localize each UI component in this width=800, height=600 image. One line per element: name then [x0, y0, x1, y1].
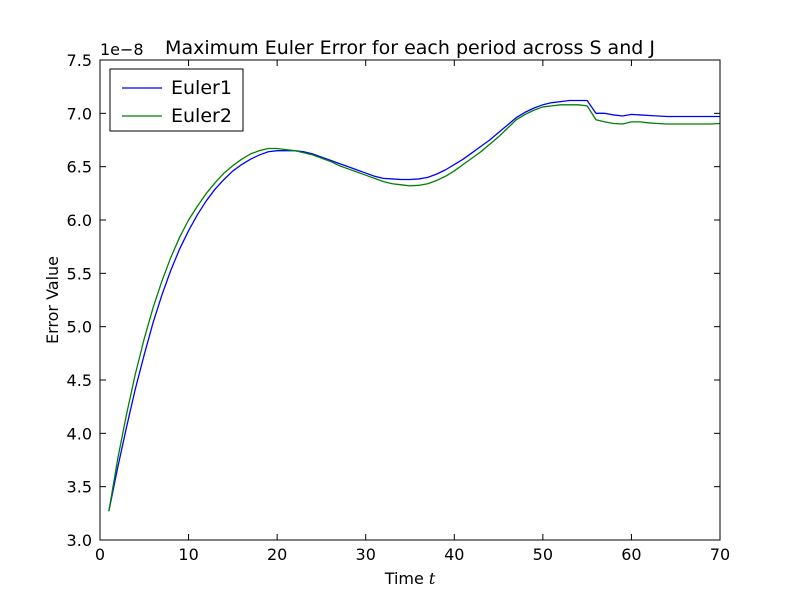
axes-frame [99, 59, 721, 541]
plot-area [108, 99, 721, 512]
legend-label-euler1: Euler1 [171, 77, 232, 99]
series-line-euler1 [108, 99, 720, 512]
x-axis-label: Time t [384, 569, 436, 588]
x-axis-label-text: Time [384, 569, 424, 588]
y-tick-label: 7.5 [67, 51, 92, 70]
y-tick-label: 4.5 [67, 371, 92, 390]
series-line-euler2 [108, 104, 721, 512]
y-tick-label: 3.0 [67, 531, 92, 550]
legend-label-euler2: Euler2 [171, 105, 232, 127]
y-scale-label: 1e−8 [100, 40, 144, 59]
legend-box [109, 68, 244, 132]
y-tick-label: 5.0 [67, 318, 92, 337]
y-axis-label: Error Value [43, 256, 62, 344]
x-tick-label: 20 [267, 545, 287, 564]
x-tick-label: 40 [444, 545, 464, 564]
y-tick-label: 4.0 [67, 424, 92, 443]
axis-ticks: 0 10 20 30 40 50 60 70 3.0 3.5 4.0 4.5 5.0 5.5 6.0 6.5 7… [67, 51, 731, 564]
x-tick-label: 0 [95, 545, 105, 564]
legend: Euler1 Euler2 [109, 68, 244, 132]
x-axis-label-variable: t [429, 569, 436, 588]
y-tick-label: 5.5 [67, 264, 92, 283]
x-tick-label: 30 [356, 545, 376, 564]
x-tick-label: 10 [178, 545, 198, 564]
y-tick-label: 7.0 [67, 104, 92, 123]
y-tick-label: 6.0 [67, 211, 92, 230]
x-tick-label: 70 [710, 545, 730, 564]
x-tick-label: 60 [621, 545, 641, 564]
y-tick-label: 3.5 [67, 478, 92, 497]
x-tick-label: 50 [533, 545, 553, 564]
chart-title: Maximum Euler Error for each period acro… [165, 37, 655, 59]
y-tick-label: 6.5 [67, 158, 92, 177]
